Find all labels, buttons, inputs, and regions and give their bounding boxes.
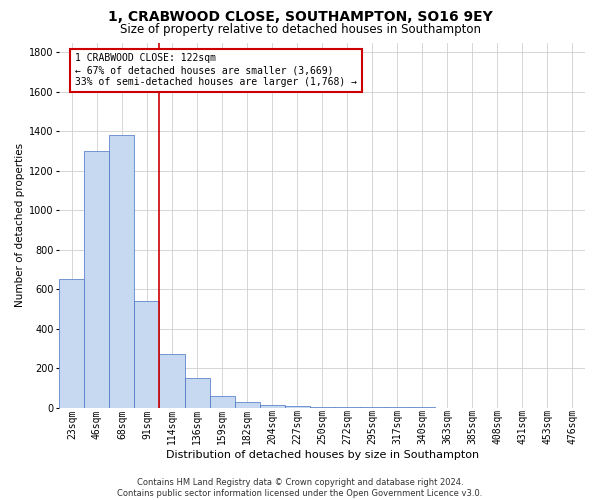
Text: 1, CRABWOOD CLOSE, SOUTHAMPTON, SO16 9EY: 1, CRABWOOD CLOSE, SOUTHAMPTON, SO16 9EY [107, 10, 493, 24]
Bar [160, 354, 185, 408]
Bar [59, 280, 85, 408]
Bar [235, 402, 260, 408]
X-axis label: Distribution of detached houses by size in Southampton: Distribution of detached houses by size … [166, 450, 479, 460]
Bar [209, 396, 235, 408]
Bar [260, 405, 284, 408]
Bar [335, 407, 360, 408]
Bar [85, 151, 109, 408]
Text: 1 CRABWOOD CLOSE: 122sqm
← 67% of detached houses are smaller (3,669)
33% of sem: 1 CRABWOOD CLOSE: 122sqm ← 67% of detach… [75, 54, 357, 86]
Bar [360, 407, 385, 408]
Bar [284, 406, 310, 408]
Y-axis label: Number of detached properties: Number of detached properties [15, 143, 25, 307]
Text: Size of property relative to detached houses in Southampton: Size of property relative to detached ho… [119, 22, 481, 36]
Bar [134, 301, 160, 408]
Bar [109, 136, 134, 408]
Text: Contains HM Land Registry data © Crown copyright and database right 2024.
Contai: Contains HM Land Registry data © Crown c… [118, 478, 482, 498]
Bar [185, 378, 209, 408]
Bar [310, 406, 335, 408]
